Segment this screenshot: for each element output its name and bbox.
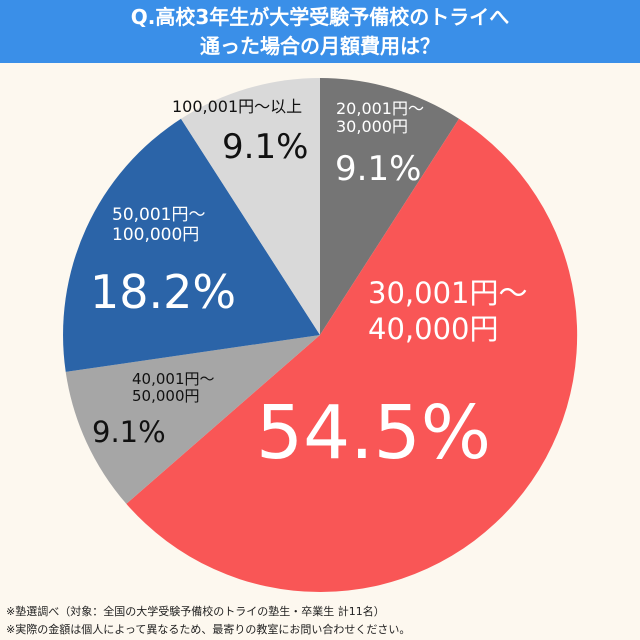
- slice-label-range: 20,001円〜 30,000円: [336, 99, 424, 137]
- slice-label-range: 50,001円〜 100,000円: [112, 205, 206, 245]
- title-line-1: Q.高校3年生が大学受験予備校のトライへ: [130, 5, 510, 29]
- slice-label-percent: 18.2%: [90, 265, 237, 319]
- slice-50001-100000: [63, 118, 320, 372]
- slice-label-percent: 9.1%: [222, 127, 309, 167]
- title-line-2: 通った場合の月額費用は？: [200, 34, 440, 58]
- slice-100001-plus: [181, 77, 320, 335]
- slice-label-percent: 54.5%: [256, 390, 492, 476]
- slice-label-percent: 9.1%: [335, 149, 422, 189]
- slice-label-range: 100,001円〜以上: [172, 97, 303, 116]
- slice-40001-50000: [65, 335, 320, 504]
- title-banner: Q.高校3年生が大学受験予備校のトライへ 通った場合の月額費用は？: [0, 0, 640, 63]
- slice-30001-40000: [126, 118, 578, 593]
- slice-20001-30000: [320, 77, 459, 335]
- slice-label-range: 40,001円〜 50,000円: [132, 370, 215, 406]
- slice-label-percent: 9.1%: [92, 415, 166, 449]
- slice-label-range: 30,001円〜 40,000円: [368, 276, 528, 346]
- footnote-source: ※塾選調べ（対象：全国の大学受験予備校のトライの塾生・卒業生 計11名）: [6, 605, 385, 618]
- footnote-disclaimer: ※実際の金額は個人によって異なるため、最寄りの教室にお問い合わせください。: [6, 623, 411, 636]
